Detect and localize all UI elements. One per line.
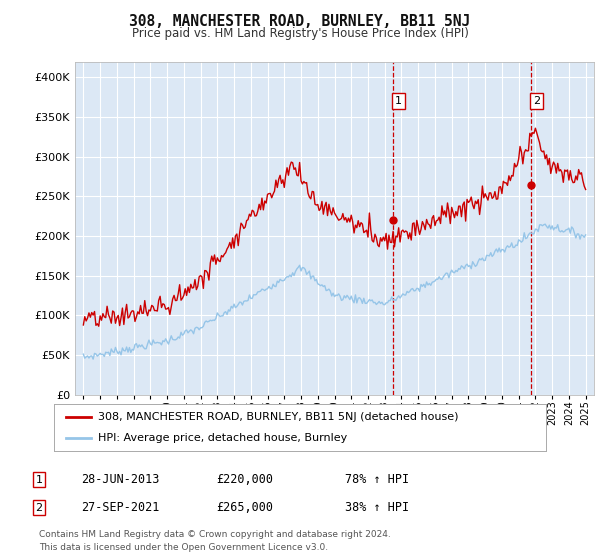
Text: 1: 1 <box>395 96 402 106</box>
Text: £220,000: £220,000 <box>216 473 273 487</box>
Text: 308, MANCHESTER ROAD, BURNLEY, BB11 5NJ: 308, MANCHESTER ROAD, BURNLEY, BB11 5NJ <box>130 14 470 29</box>
Text: 38% ↑ HPI: 38% ↑ HPI <box>345 501 409 515</box>
Text: 2: 2 <box>533 96 541 106</box>
Text: 1: 1 <box>35 475 43 485</box>
Text: £265,000: £265,000 <box>216 501 273 515</box>
Text: HPI: Average price, detached house, Burnley: HPI: Average price, detached house, Burn… <box>98 433 347 444</box>
Text: Contains HM Land Registry data © Crown copyright and database right 2024.: Contains HM Land Registry data © Crown c… <box>39 530 391 539</box>
Text: 308, MANCHESTER ROAD, BURNLEY, BB11 5NJ (detached house): 308, MANCHESTER ROAD, BURNLEY, BB11 5NJ … <box>98 412 459 422</box>
Text: 27-SEP-2021: 27-SEP-2021 <box>81 501 160 515</box>
Text: Price paid vs. HM Land Registry's House Price Index (HPI): Price paid vs. HM Land Registry's House … <box>131 27 469 40</box>
Text: 78% ↑ HPI: 78% ↑ HPI <box>345 473 409 487</box>
Text: 28-JUN-2013: 28-JUN-2013 <box>81 473 160 487</box>
Text: This data is licensed under the Open Government Licence v3.0.: This data is licensed under the Open Gov… <box>39 543 328 552</box>
Text: 2: 2 <box>35 503 43 513</box>
